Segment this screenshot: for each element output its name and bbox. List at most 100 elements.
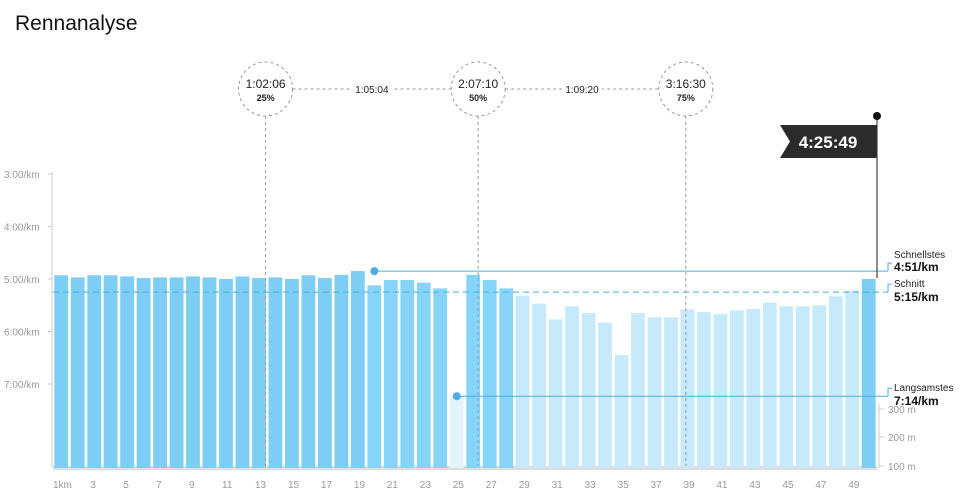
split-percent: 75% bbox=[677, 93, 695, 103]
bar-km-16 bbox=[301, 275, 316, 468]
x-tick-label: 5 bbox=[123, 480, 129, 491]
x-tick-label: 7 bbox=[156, 480, 162, 491]
split-segment-bg bbox=[351, 82, 392, 96]
x-tick-label: 27 bbox=[486, 480, 498, 491]
x-tick-label: 13 bbox=[255, 480, 267, 491]
bar-km-18 bbox=[334, 274, 349, 468]
footer-band bbox=[53, 466, 877, 470]
bar-km-41 bbox=[713, 314, 728, 468]
average-label: Schnitt bbox=[894, 279, 925, 290]
split-time: 3:16:30 bbox=[666, 77, 706, 91]
bar-km-26 bbox=[466, 274, 481, 468]
split-segment-label: 1:09:20 bbox=[565, 85, 599, 96]
bar-km-21 bbox=[383, 280, 398, 468]
fastest-value: 4:51/km bbox=[894, 260, 939, 274]
split-circle bbox=[658, 61, 714, 117]
bar-km-50 bbox=[861, 279, 876, 468]
bar-km-31 bbox=[548, 319, 563, 468]
bar-km-49 bbox=[845, 290, 860, 468]
bar-km-34 bbox=[598, 322, 612, 468]
split-percent: 50% bbox=[469, 93, 487, 103]
x-tick-label: 35 bbox=[618, 480, 630, 491]
bar-km-27 bbox=[482, 280, 497, 468]
slowest-pace-marker bbox=[452, 392, 461, 401]
x-tick-label: 21 bbox=[387, 480, 399, 491]
y-tick-label: 3:00/km bbox=[4, 170, 40, 181]
elevation-tick-label: 100 m bbox=[888, 462, 916, 473]
split-time: 1:02:06 bbox=[246, 77, 286, 91]
bar-km-14 bbox=[268, 277, 283, 468]
bar-km-33 bbox=[581, 313, 596, 468]
split-segment-label: 1:05:04 bbox=[355, 85, 389, 96]
bar-km-11 bbox=[219, 279, 233, 468]
bar-km-2 bbox=[70, 277, 85, 468]
bar-km-20 bbox=[367, 285, 382, 468]
bar-km-4 bbox=[103, 275, 118, 468]
x-tick-label: 43 bbox=[749, 480, 761, 491]
split-segment-bg bbox=[562, 82, 603, 96]
bar-km-10 bbox=[202, 277, 217, 468]
bar-km-23 bbox=[416, 282, 431, 468]
bar-km-6 bbox=[136, 278, 151, 468]
bar-km-15 bbox=[285, 279, 299, 468]
x-tick-label: 3 bbox=[90, 480, 96, 491]
y-tick-label: 7:00/km bbox=[4, 380, 40, 391]
bar-km-47 bbox=[812, 305, 827, 469]
fastest-pace-marker bbox=[370, 267, 379, 276]
bar-km-3 bbox=[87, 275, 102, 468]
bar-km-5 bbox=[120, 276, 134, 468]
bar-km-1 bbox=[54, 275, 69, 468]
y-tick-label: 5:00/km bbox=[4, 275, 40, 286]
x-tick-label: 45 bbox=[782, 480, 794, 491]
x-tick-label: 15 bbox=[288, 480, 300, 491]
x-tick-label: 49 bbox=[848, 480, 860, 491]
bar-km-19 bbox=[350, 271, 365, 468]
finish-flag-top bbox=[873, 112, 881, 120]
x-tick-label: 9 bbox=[189, 480, 195, 491]
bar-km-36 bbox=[631, 313, 645, 468]
bar-km-46 bbox=[795, 306, 810, 468]
bar-km-35 bbox=[614, 355, 629, 468]
x-tick-label: 31 bbox=[552, 480, 564, 491]
bar-km-38 bbox=[664, 317, 678, 468]
bar-km-44 bbox=[762, 302, 777, 468]
bar-km-32 bbox=[565, 306, 579, 468]
slowest-bracket bbox=[887, 387, 892, 397]
page-title: Rennanalyse bbox=[15, 12, 138, 35]
y-tick-label: 4:00/km bbox=[4, 223, 40, 234]
slowest-value: 7:14/km bbox=[894, 394, 939, 408]
split-percent: 25% bbox=[257, 93, 275, 103]
x-tick-label: 29 bbox=[519, 480, 531, 491]
bar-km-25 bbox=[449, 396, 464, 468]
bar-km-12 bbox=[235, 276, 250, 468]
finish-time: 4:25:49 bbox=[799, 133, 858, 152]
bar-km-40 bbox=[697, 312, 711, 468]
x-tick-label: 47 bbox=[815, 480, 827, 491]
x-tick-label: 17 bbox=[321, 480, 333, 491]
average-bracket bbox=[887, 283, 892, 293]
bar-km-22 bbox=[400, 280, 415, 468]
x-tick-label: 19 bbox=[354, 480, 366, 491]
x-tick-label: 11 bbox=[222, 480, 233, 491]
fastest-label: Schnellstes bbox=[894, 250, 945, 261]
bar-km-30 bbox=[532, 303, 546, 468]
y-tick-label: 6:00/km bbox=[4, 328, 40, 339]
x-tick-label: 39 bbox=[684, 480, 696, 491]
elevation-tick-label: 300 m bbox=[888, 405, 916, 416]
bar-km-7 bbox=[153, 277, 167, 468]
x-tick-label: 37 bbox=[651, 480, 663, 491]
x-tick-label: 33 bbox=[585, 480, 597, 491]
elevation-tick-label: 200 m bbox=[888, 433, 916, 444]
x-tick-label: 41 bbox=[716, 480, 728, 491]
bar-km-9 bbox=[186, 276, 200, 468]
bar-km-45 bbox=[779, 306, 794, 468]
bar-km-29 bbox=[515, 295, 530, 468]
bar-km-13 bbox=[252, 278, 266, 468]
finish-flag bbox=[780, 125, 877, 158]
bar-km-8 bbox=[169, 277, 184, 468]
x-tick-label: 1km bbox=[53, 480, 72, 491]
bar-km-48 bbox=[828, 296, 843, 468]
split-time: 2:07:10 bbox=[458, 77, 498, 91]
bar-km-43 bbox=[746, 308, 761, 468]
